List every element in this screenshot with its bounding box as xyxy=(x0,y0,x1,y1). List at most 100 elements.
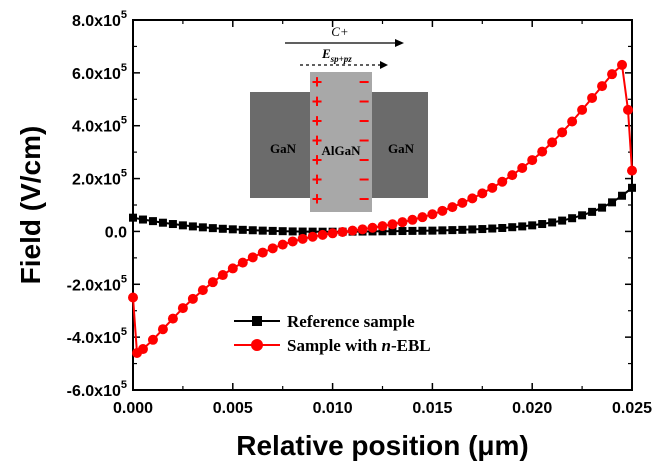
c-plus-arrowhead xyxy=(395,39,404,47)
band-diagram-inset: GaN AlGaN GaN + − + − + − + − + − + − + − C+ Esp+pz xyxy=(250,24,428,212)
data-point xyxy=(517,163,528,173)
data-point xyxy=(577,104,588,115)
x-tick-label: 0.020 xyxy=(512,400,552,417)
data-point xyxy=(397,217,408,228)
minus-charge: − xyxy=(359,72,370,92)
y-tick-label: 6.0x105 xyxy=(72,62,127,83)
data-point xyxy=(608,198,617,207)
data-point xyxy=(198,223,207,232)
data-point xyxy=(157,324,168,335)
data-point xyxy=(508,223,517,232)
data-point xyxy=(557,127,568,138)
data-point xyxy=(607,69,618,80)
data-point xyxy=(197,285,208,296)
legend-label: Reference sample xyxy=(287,312,415,331)
plus-charge: + xyxy=(312,72,323,92)
algan-layer xyxy=(310,72,372,212)
data-point xyxy=(447,202,458,213)
data-point xyxy=(287,236,298,247)
data-point xyxy=(177,303,188,314)
data-point xyxy=(268,226,277,235)
data-point xyxy=(623,104,634,115)
data-point xyxy=(407,214,418,225)
data-point xyxy=(467,193,478,204)
data-point xyxy=(337,226,348,237)
data-point xyxy=(388,227,397,236)
plus-charge: + xyxy=(312,150,323,170)
algan-label: AlGaN xyxy=(322,143,362,158)
data-point xyxy=(247,252,258,263)
x-tick-label: 0.025 xyxy=(612,400,652,417)
data-point xyxy=(248,226,257,235)
data-point xyxy=(128,292,138,303)
data-point xyxy=(317,229,328,240)
data-point xyxy=(258,226,267,235)
data-point xyxy=(257,247,268,258)
data-point xyxy=(408,226,417,235)
x-tick-label: 0.005 xyxy=(213,400,253,417)
y-tick-label: -2.0x105 xyxy=(67,273,127,294)
y-tick-label: 0.0 xyxy=(105,224,127,241)
data-point xyxy=(587,92,598,103)
plot-frame xyxy=(132,19,633,391)
data-point xyxy=(527,155,538,166)
data-point xyxy=(568,214,577,223)
axes: 0.000 0.005 0.010 0.015 0.020 0.025 8.0x105 6.0… xyxy=(67,9,653,417)
data-point xyxy=(298,227,307,236)
series-n-ebl xyxy=(128,59,637,358)
data-point xyxy=(138,215,147,224)
series-layer xyxy=(128,59,637,358)
data-point xyxy=(507,170,518,181)
data-point xyxy=(578,211,587,220)
y-tick-label: 2.0x105 xyxy=(72,168,127,189)
data-point xyxy=(588,207,597,216)
data-point xyxy=(558,216,567,225)
data-point xyxy=(178,221,187,230)
gan-left-label: GaN xyxy=(270,141,297,156)
minus-charge: − xyxy=(359,92,370,112)
y-tick-label: -4.0x105 xyxy=(67,326,127,347)
plus-charge: + xyxy=(312,131,323,151)
data-point xyxy=(547,137,558,148)
data-point xyxy=(498,223,507,232)
data-point xyxy=(537,146,548,157)
minus-charge: − xyxy=(359,150,370,170)
data-point xyxy=(597,81,608,92)
data-point xyxy=(167,313,178,324)
data-point xyxy=(147,334,158,345)
data-point xyxy=(168,220,177,229)
legend-marker xyxy=(252,316,262,326)
data-point xyxy=(307,231,318,242)
data-point xyxy=(277,239,288,250)
data-point xyxy=(238,225,247,234)
data-point xyxy=(228,225,237,234)
plus-charge: + xyxy=(312,111,323,131)
data-point xyxy=(297,233,308,244)
data-point xyxy=(208,224,217,233)
data-point xyxy=(327,228,338,239)
data-point xyxy=(627,165,637,176)
data-point xyxy=(477,188,488,199)
data-point xyxy=(598,203,607,212)
minus-charge: − xyxy=(359,131,370,151)
data-point xyxy=(187,293,198,304)
data-point xyxy=(437,205,448,216)
data-point xyxy=(218,224,227,233)
data-point xyxy=(129,213,137,222)
field-label: Esp+pz xyxy=(321,46,352,64)
data-point xyxy=(528,221,537,230)
data-point xyxy=(367,222,378,233)
data-point xyxy=(347,225,358,236)
data-point xyxy=(628,183,636,192)
gan-right-label: GaN xyxy=(388,141,415,156)
y-tick-label: 8.0x105 xyxy=(72,9,127,30)
data-point xyxy=(417,212,428,223)
plus-charge: + xyxy=(312,170,323,190)
data-point xyxy=(487,182,498,193)
legend: Reference sample Sample with n-EBL xyxy=(234,312,431,355)
x-axis-title: Relative position (μm) xyxy=(236,430,529,461)
data-point xyxy=(448,226,457,235)
data-point xyxy=(357,224,368,235)
data-point xyxy=(377,221,388,232)
